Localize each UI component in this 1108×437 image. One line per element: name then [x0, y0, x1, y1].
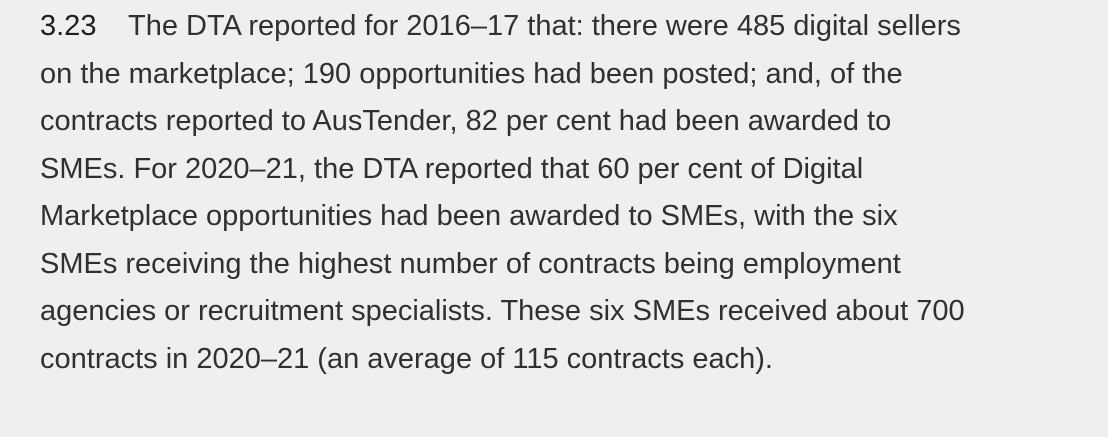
paragraph-line: 3.23 The DTA reported for 2016–17 that: t…	[40, 3, 1060, 51]
paragraph-line: SMEs. For 2020–21, the DTA reported that…	[40, 152, 864, 185]
paragraph-line: on the marketplace; 190 opportunities ha…	[40, 57, 903, 90]
paragraph-line: contracts reported to AusTender, 82 per …	[40, 105, 892, 137]
paragraph-line: contracts in 2020–21 (an average of 115 …	[40, 342, 773, 375]
paragraph-line: Marketplace opportunities had been award…	[40, 200, 898, 232]
paragraph-line: SMEs receiving the highest number of con…	[40, 247, 901, 280]
paragraph-3-23: 3.23 The DTA reported for 2016–17 that: t…	[40, 3, 1060, 383]
paragraph-number: 3.23	[40, 10, 97, 42]
paragraph-line-text: The DTA reported for 2016–17 that: there…	[128, 10, 961, 42]
paragraph-line: agencies or recruitment specialists. The…	[40, 295, 965, 327]
